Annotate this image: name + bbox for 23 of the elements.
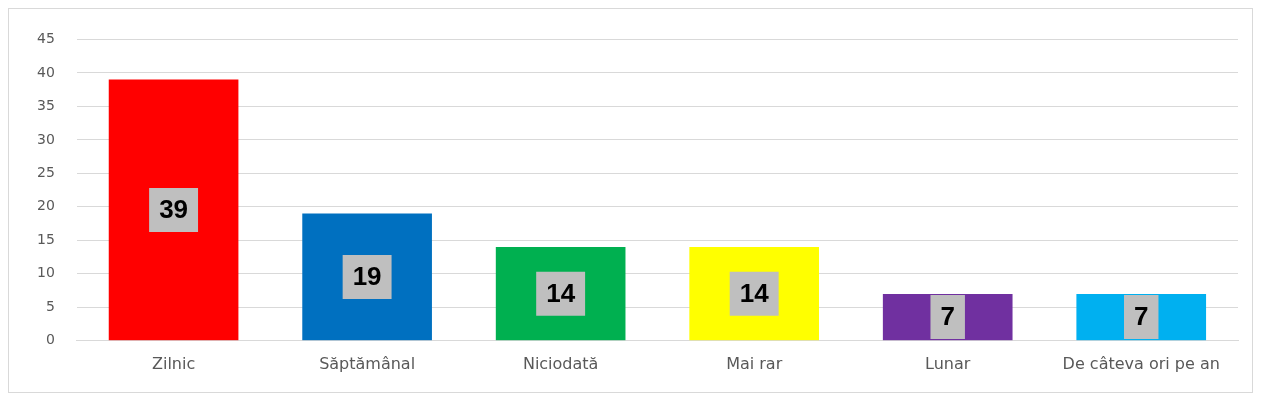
x-tick-label: Niciodată bbox=[522, 353, 599, 373]
y-tick-label: 40 bbox=[36, 63, 55, 80]
y-tick-label: 15 bbox=[36, 230, 55, 247]
y-tick-label: 25 bbox=[36, 164, 55, 180]
x-tick-label: Mai rar bbox=[726, 353, 783, 373]
data-label: 19 bbox=[352, 261, 382, 292]
y-tick-label: 35 bbox=[36, 97, 55, 114]
y-tick-label: 30 bbox=[36, 130, 55, 147]
y-tick-label: 0 bbox=[45, 331, 55, 348]
y-tick-label: 5 bbox=[45, 297, 55, 314]
data-label: 7 bbox=[940, 301, 955, 332]
x-tick-label: Zilnic bbox=[151, 353, 196, 373]
x-tick-label: Lunar bbox=[925, 353, 971, 373]
data-label: 14 bbox=[739, 277, 770, 308]
data-label: 14 bbox=[546, 277, 576, 308]
x-tick-label: De câteva ori pe an bbox=[1062, 353, 1220, 373]
bar bbox=[108, 79, 239, 341]
x-tick-label: Săptămânal bbox=[319, 353, 416, 373]
data-label: 7 bbox=[1134, 301, 1149, 332]
y-tick-label: 10 bbox=[36, 264, 55, 281]
y-tick-label: 45 bbox=[36, 30, 55, 47]
y-tick-label: 20 bbox=[36, 197, 55, 214]
data-label: 39 bbox=[159, 194, 189, 225]
